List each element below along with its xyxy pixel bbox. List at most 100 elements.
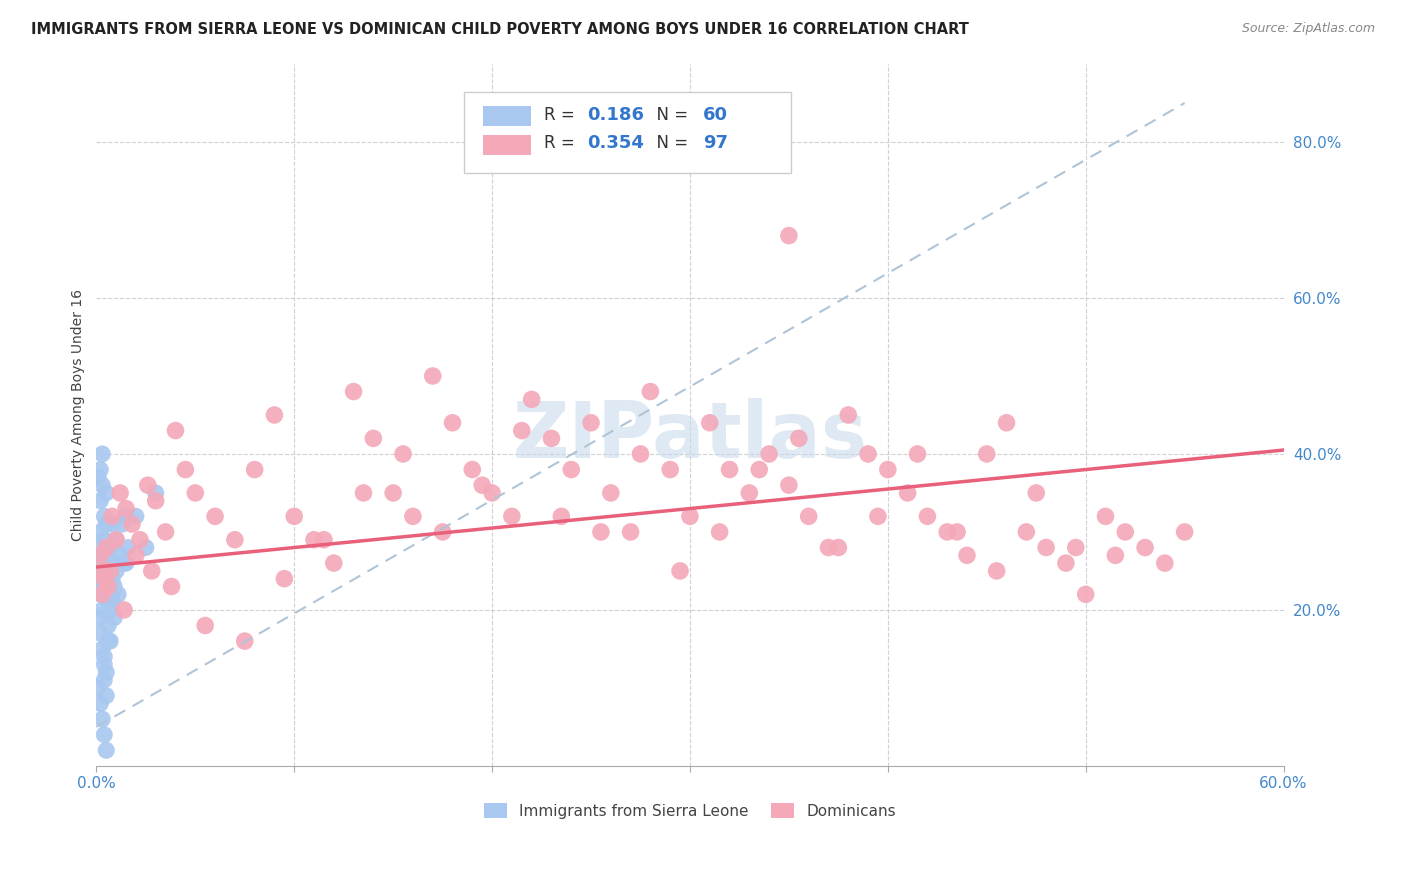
Point bbox=[96, 743, 118, 757]
Point bbox=[98, 634, 121, 648]
Point bbox=[827, 541, 849, 555]
Point bbox=[233, 634, 256, 648]
Point bbox=[669, 564, 692, 578]
Point bbox=[89, 587, 111, 601]
Point bbox=[96, 665, 118, 680]
Point bbox=[322, 556, 344, 570]
Point bbox=[342, 384, 364, 399]
Point bbox=[89, 493, 111, 508]
Point bbox=[907, 447, 929, 461]
Text: 97: 97 bbox=[703, 135, 728, 153]
Point bbox=[93, 556, 115, 570]
Text: ZIPatlas: ZIPatlas bbox=[512, 398, 868, 474]
Point bbox=[89, 462, 111, 476]
Point bbox=[738, 486, 761, 500]
Point bbox=[101, 517, 124, 532]
Legend: Immigrants from Sierra Leone, Dominicans: Immigrants from Sierra Leone, Dominicans bbox=[478, 797, 903, 825]
Point bbox=[97, 634, 120, 648]
Point bbox=[481, 486, 503, 500]
Text: Source: ZipAtlas.com: Source: ZipAtlas.com bbox=[1241, 22, 1375, 36]
Point bbox=[620, 524, 643, 539]
Point bbox=[312, 533, 335, 547]
Point bbox=[96, 517, 118, 532]
Point bbox=[117, 541, 139, 555]
Point bbox=[243, 462, 266, 476]
Point bbox=[471, 478, 494, 492]
Point bbox=[679, 509, 702, 524]
Point bbox=[510, 424, 533, 438]
Point bbox=[128, 533, 150, 547]
Point bbox=[302, 533, 325, 547]
Point bbox=[174, 462, 197, 476]
Point bbox=[93, 509, 115, 524]
Point bbox=[97, 618, 120, 632]
Point bbox=[87, 572, 110, 586]
Point bbox=[392, 447, 415, 461]
Point bbox=[115, 556, 138, 570]
Point bbox=[93, 572, 115, 586]
Point bbox=[89, 549, 111, 563]
Point bbox=[599, 486, 621, 500]
Point bbox=[105, 533, 128, 547]
Point bbox=[115, 501, 138, 516]
Point bbox=[194, 618, 217, 632]
Point bbox=[520, 392, 543, 407]
Point bbox=[441, 416, 464, 430]
Text: IMMIGRANTS FROM SIERRA LEONE VS DOMINICAN CHILD POVERTY AMONG BOYS UNDER 16 CORR: IMMIGRANTS FROM SIERRA LEONE VS DOMINICA… bbox=[31, 22, 969, 37]
Point bbox=[263, 408, 285, 422]
Point bbox=[105, 564, 128, 578]
Point bbox=[91, 641, 114, 656]
Point bbox=[89, 524, 111, 539]
Point bbox=[787, 431, 810, 445]
Point bbox=[93, 728, 115, 742]
Point bbox=[224, 533, 246, 547]
Point bbox=[1074, 587, 1097, 601]
Point bbox=[897, 486, 920, 500]
Point bbox=[91, 447, 114, 461]
Point bbox=[461, 462, 484, 476]
Point bbox=[101, 595, 124, 609]
Point bbox=[283, 509, 305, 524]
Point bbox=[89, 697, 111, 711]
Point bbox=[758, 447, 780, 461]
Point bbox=[103, 580, 125, 594]
Text: R =: R = bbox=[544, 106, 579, 124]
Point bbox=[91, 478, 114, 492]
Point bbox=[579, 416, 602, 430]
Point bbox=[748, 462, 770, 476]
Point bbox=[87, 549, 110, 563]
Point bbox=[876, 462, 898, 476]
Point bbox=[108, 486, 131, 500]
Point bbox=[165, 424, 187, 438]
Point bbox=[97, 572, 120, 586]
Point bbox=[856, 447, 879, 461]
Point bbox=[778, 228, 800, 243]
Point bbox=[956, 549, 979, 563]
Point bbox=[93, 533, 115, 547]
Point bbox=[550, 509, 572, 524]
Point bbox=[89, 556, 111, 570]
Point bbox=[797, 509, 820, 524]
Point bbox=[1064, 541, 1087, 555]
Point bbox=[640, 384, 662, 399]
Point bbox=[589, 524, 612, 539]
Point bbox=[382, 486, 405, 500]
Point bbox=[204, 509, 226, 524]
Point bbox=[630, 447, 652, 461]
Point bbox=[93, 657, 115, 672]
Point bbox=[91, 541, 114, 555]
FancyBboxPatch shape bbox=[484, 106, 531, 126]
Point bbox=[917, 509, 939, 524]
Point bbox=[96, 549, 118, 563]
Point bbox=[111, 517, 134, 532]
Point bbox=[976, 447, 998, 461]
Point bbox=[87, 470, 110, 484]
Point bbox=[699, 416, 721, 430]
Point bbox=[1104, 549, 1126, 563]
Point bbox=[91, 603, 114, 617]
Point bbox=[422, 368, 444, 383]
Point bbox=[98, 541, 121, 555]
Point bbox=[112, 603, 135, 617]
Point bbox=[1015, 524, 1038, 539]
Point bbox=[97, 595, 120, 609]
